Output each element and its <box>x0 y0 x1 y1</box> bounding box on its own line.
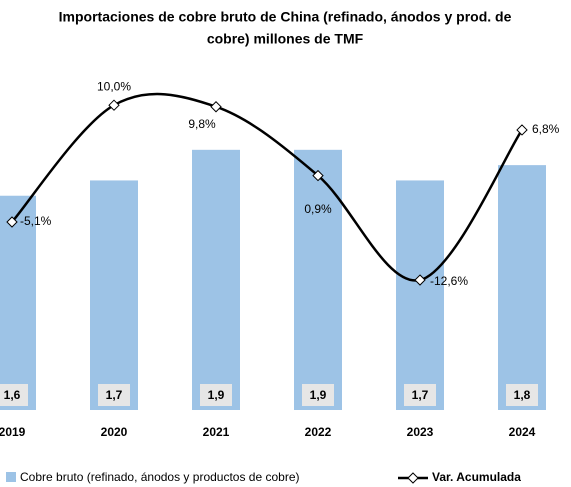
bar <box>396 180 444 410</box>
value-label-box <box>404 384 436 406</box>
line <box>11 92 524 282</box>
value-label: 1,6 <box>4 388 21 402</box>
legend-marker <box>407 472 419 484</box>
value-label-box <box>98 384 130 406</box>
x-tick-label: 2019 <box>0 425 26 439</box>
line-marker <box>312 169 324 182</box>
line-marker <box>516 124 528 136</box>
bar <box>90 180 138 410</box>
x-tick-label: 2023 <box>407 425 434 439</box>
bar <box>192 149 240 410</box>
x-tick-label: 2022 <box>305 425 332 439</box>
bar <box>294 149 342 410</box>
bar <box>0 195 36 410</box>
line-marker <box>414 274 426 286</box>
line-marker <box>108 99 120 111</box>
line-marker <box>210 101 222 113</box>
bar <box>498 165 546 410</box>
chart-title: Importaciones de cobre bruto de China (r… <box>59 9 512 25</box>
value-label: -5,1% <box>20 214 52 228</box>
legend-swatch <box>6 472 16 482</box>
value-label: 1,7 <box>412 388 429 402</box>
value-label: 1,9 <box>310 388 327 402</box>
legend-label: Var. Acumulada <box>432 470 521 484</box>
x-tick-label: 2024 <box>509 425 536 439</box>
line-marker <box>6 216 18 228</box>
value-label: 1,7 <box>106 388 123 402</box>
legend-label: Cobre bruto (refinado, ánodos y producto… <box>20 470 300 484</box>
value-label: 6,8% <box>532 122 560 136</box>
value-label: 1,9 <box>208 388 225 402</box>
x-tick-label: 2021 <box>203 425 230 439</box>
value-label: -12,6% <box>430 274 468 288</box>
value-label-box <box>302 384 334 406</box>
value-label-box <box>200 384 232 406</box>
chart-title: cobre) millones de TMF <box>207 31 364 47</box>
value-label: 10,0% <box>97 79 131 93</box>
value-label-box <box>506 384 538 406</box>
value-label-box <box>0 384 28 406</box>
value-label: 0,9% <box>304 202 332 216</box>
value-label: 9,8% <box>188 117 216 131</box>
value-label: 1,8 <box>514 388 531 402</box>
x-tick-label: 2020 <box>101 425 128 439</box>
